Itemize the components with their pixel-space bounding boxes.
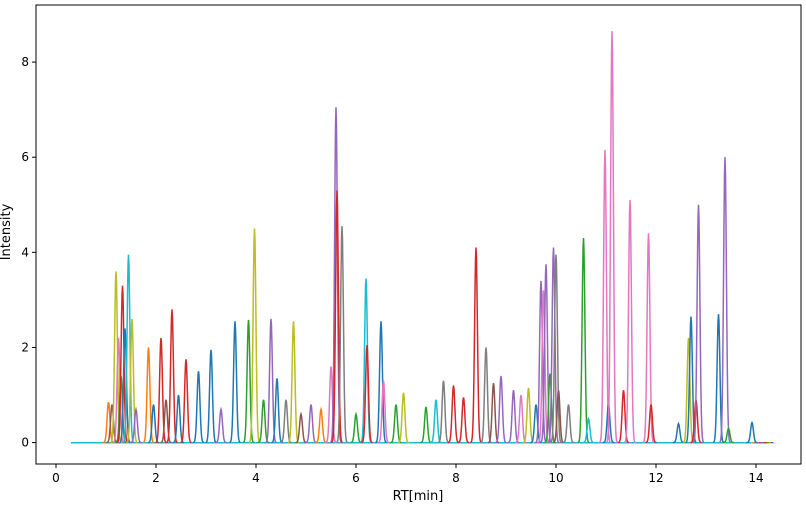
peak-trace: [242, 319, 255, 444]
peak-trace: [495, 375, 507, 444]
peak-trace: [248, 228, 261, 444]
peak-trace: [712, 314, 725, 444]
x-tick-label: 0: [52, 471, 60, 485]
peak-trace: [205, 349, 217, 444]
peak-trace: [271, 378, 283, 444]
x-tick-label: 12: [648, 471, 663, 485]
peak-trace: [562, 404, 575, 444]
peak-trace: [160, 399, 172, 444]
peak-trace: [522, 387, 535, 444]
peak-trace: [672, 421, 685, 444]
peak-trace: [361, 345, 373, 444]
peak-trace: [122, 254, 135, 444]
peak-trace: [180, 359, 192, 444]
y-axis-ticks: 0 2 4 6 8: [21, 55, 36, 450]
x-tick-label: 6: [352, 471, 360, 485]
peak-trace: [547, 247, 560, 444]
peak-trace: [624, 199, 636, 444]
peak-trace: [582, 416, 595, 444]
peak-trace: [645, 404, 657, 444]
peak-trace: [126, 318, 138, 444]
x-tick-label: 10: [548, 471, 563, 485]
peak-trace: [360, 278, 372, 444]
peak-trace: [617, 390, 630, 444]
peak-trace: [470, 247, 482, 444]
peak-trace: [215, 406, 227, 444]
y-tick-label: 2: [21, 340, 29, 354]
peak-trace: [110, 271, 122, 444]
peak-trace: [155, 337, 167, 444]
peak-trace: [437, 380, 450, 444]
y-tick-label: 0: [21, 436, 29, 450]
peak-trace: [420, 406, 432, 444]
peak-trace: [130, 406, 142, 444]
x-tick-label: 4: [252, 471, 260, 485]
peak-trace: [350, 411, 362, 444]
peak-trace: [642, 233, 655, 444]
peak-trace: [116, 285, 129, 444]
peak-trace: [605, 31, 619, 444]
peak-trace: [447, 385, 460, 444]
x-axis-ticks: 0 2 4 6 8 10 12 14: [52, 464, 764, 485]
peak-trace: [265, 318, 277, 444]
peak-trace: [544, 373, 556, 444]
y-tick-label: 8: [21, 55, 29, 69]
peak-trace: [377, 380, 390, 444]
peak-trace: [719, 157, 731, 444]
x-tick-label: 14: [748, 471, 763, 485]
peak-trace: [457, 397, 470, 444]
series-layer: [71, 31, 774, 444]
peak-trace: [550, 254, 562, 444]
peak-trace: [535, 280, 547, 444]
peak-trace: [552, 390, 565, 444]
y-axis-label: Intensity: [0, 203, 14, 260]
peak-trace: [480, 347, 492, 444]
peak-trace: [507, 390, 520, 444]
peak-trace: [331, 190, 343, 444]
peak-trace: [336, 226, 348, 444]
peak-trace: [112, 337, 125, 444]
x-tick-label: 8: [452, 471, 460, 485]
peak-trace: [142, 347, 155, 444]
peak-trace: [287, 321, 300, 444]
peak-trace: [192, 371, 205, 444]
peak-trace: [315, 406, 327, 444]
plot-frame: [35, 4, 802, 465]
peak-trace: [722, 426, 735, 444]
y-tick-label: 4: [21, 245, 29, 259]
peak-trace: [577, 238, 590, 444]
peak-trace: [305, 404, 317, 444]
peak-trace: [229, 321, 241, 444]
peak-trace: [397, 392, 410, 444]
peak-trace: [325, 366, 337, 444]
peak-trace: [692, 204, 705, 444]
peak-trace: [295, 411, 307, 444]
x-tick-label: 2: [152, 471, 160, 485]
peak-trace: [106, 404, 118, 444]
y-tick-label: 6: [21, 150, 29, 164]
peak-trace: [330, 107, 342, 444]
peak-trace: [375, 321, 387, 444]
x-axis-label: RT[min]: [393, 489, 444, 504]
peak-trace: [746, 420, 758, 444]
